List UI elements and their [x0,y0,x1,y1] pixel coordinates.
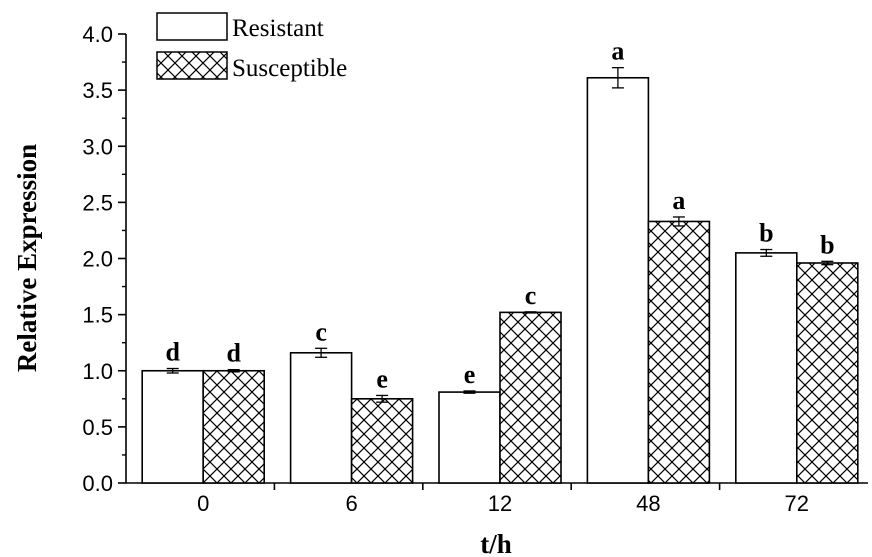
y-axis-title: Relative Expression [12,144,42,372]
significance-label: a [611,37,624,66]
bar-resistant-48 [586,76,650,484]
significance-label: a [672,186,685,215]
x-tick-label: 72 [785,491,809,516]
significance-label: b [759,219,773,248]
x-tick-label: 6 [345,491,357,516]
legend-label-susceptible: Susceptible [232,55,347,82]
bar-susceptible-48 [647,220,711,484]
legend-label-resistant: Resistant [232,15,324,42]
y-tick-label: 3.0 [82,134,113,159]
significance-label: c [525,281,537,310]
x-tick-label: 12 [488,491,512,516]
bar-susceptible-12 [499,311,562,484]
bar-resistant-12 [438,391,501,484]
y-tick-label: 4.0 [82,22,113,47]
legend-swatch-susceptible [156,51,228,80]
y-tick-label: 0.0 [82,471,113,496]
bar-resistant-0 [141,369,204,484]
y-tick-label: 2.5 [82,190,113,215]
x-tick-label: 48 [636,491,660,516]
x-tick-label: 0 [197,491,209,516]
significance-label: c [315,317,327,346]
y-tick-label: 0.5 [82,415,113,440]
x-axis-title: t/h [480,529,512,557]
bar-resistant-6 [289,351,353,484]
bar-susceptible-6 [350,398,414,484]
bar-resistant-72 [734,252,798,484]
y-tick-label: 3.5 [82,78,113,103]
significance-label: e [464,360,476,389]
legend-swatch-resistant [156,12,228,41]
y-tick-label: 1.0 [82,359,113,384]
significance-label: e [376,364,388,393]
y-tick-label: 1.5 [82,303,113,328]
significance-label: d [165,338,180,367]
y-tick-label: 2.0 [82,247,113,272]
bar-susceptible-0 [202,369,265,484]
legend: Resistant Susceptible [156,12,347,82]
bar-susceptible-72 [795,262,859,484]
significance-label: b [820,230,834,259]
significance-label: d [226,339,241,368]
